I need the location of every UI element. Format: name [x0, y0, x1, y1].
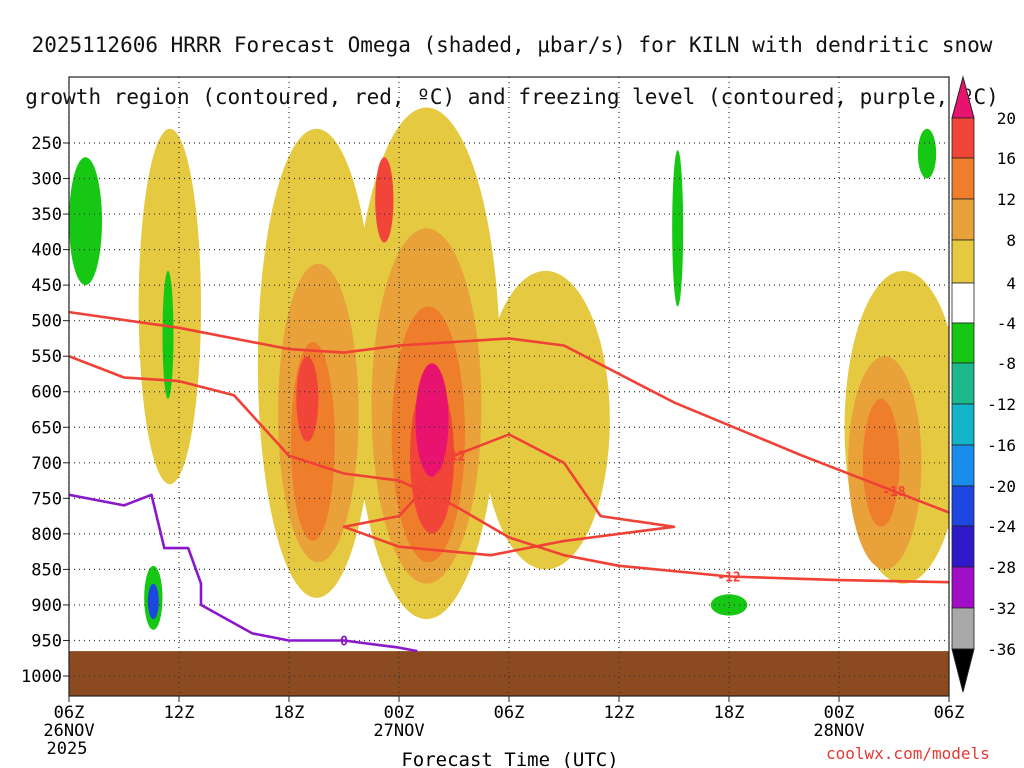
y-tick-label-700: 700	[31, 454, 62, 474]
colorbar-swatch-7	[951, 362, 975, 405]
colorbar-label-9: -20	[987, 477, 1016, 496]
y-tick-label-800: 800	[31, 525, 62, 545]
y-tick-label-400: 400	[31, 241, 62, 261]
contour-lines: -12 -12 -18 0	[69, 310, 949, 653]
colorbar-cap-bottom	[951, 648, 975, 693]
y-tick-label-300: 300	[31, 170, 62, 190]
credit-text: coolwx.com/models	[826, 744, 990, 763]
y-tick-label-850: 850	[31, 560, 62, 580]
x-tick-label-36: 18Z	[714, 703, 745, 723]
y-tick-label-1000: 1000	[21, 667, 62, 687]
y-tick-label-250: 250	[31, 134, 62, 154]
title-line-1: 2025112606 HRRR Forecast Omega (shaded, …	[31, 33, 993, 57]
y-tick-label-450: 450	[31, 276, 62, 296]
colorbar-swatch-9	[951, 444, 975, 487]
colorbar-swatch-3	[951, 198, 975, 241]
x-tick-label-18: 00Z	[384, 703, 415, 723]
colorbar-label-6: -8	[997, 354, 1016, 373]
ground-terrain	[69, 651, 949, 696]
colorbar-label-10: -24	[987, 517, 1016, 536]
colorbar-label-4: 4	[1006, 274, 1016, 293]
omega-cell-3	[481, 270, 610, 570]
y-tick-label-950: 950	[31, 631, 62, 651]
omega-cell-21	[147, 583, 159, 620]
y-tick-label-350: 350	[31, 205, 62, 225]
colorbar-swatch-10	[951, 485, 975, 527]
colorbar-label-13: -36	[987, 640, 1016, 659]
x-axis-label: Forecast Time (UTC)	[401, 749, 618, 768]
omega-cell-15	[69, 157, 102, 286]
omega-cell-17	[672, 150, 684, 307]
grid-lines	[68, 77, 950, 696]
colorbar-swatch-12	[951, 566, 975, 609]
y-tick-label-600: 600	[31, 383, 62, 403]
dgz-contour-0-label: -12	[717, 571, 740, 586]
y-tick-label-650: 650	[31, 418, 62, 438]
colorbar-label-7: -12	[987, 395, 1016, 414]
colorbar-label-5: -4	[997, 314, 1016, 333]
colorbar-swatch-13	[951, 607, 975, 650]
dgz-contour-0	[69, 354, 949, 584]
y-tick-label-750: 750	[31, 489, 62, 509]
omega-cell-14	[415, 363, 449, 478]
x-tick-label-12: 18Z	[274, 703, 305, 723]
colorbar-cap-top	[951, 75, 975, 119]
x-year-label: 2025	[47, 739, 88, 759]
x-tick-label-24: 06Z	[494, 703, 525, 723]
colorbar-label-8: -16	[987, 436, 1016, 455]
title-line-2: growth region (contoured, red, ºC) and f…	[25, 85, 999, 109]
dgz-contour-2-label: -18	[882, 485, 906, 500]
x-tick-label-48: 06Z	[934, 703, 965, 723]
colorbar-swatch-11	[951, 525, 975, 568]
colorbar-label-3: 8	[1006, 231, 1016, 250]
omega-cell-11	[296, 356, 319, 442]
y-tick-label-900: 900	[31, 596, 62, 616]
colorbar-swatch-8	[951, 403, 975, 446]
colorbar-swatch-2	[951, 157, 975, 200]
y-axis: 250 300 350 400 450 500 550 600 650 700 750 800 850 9…	[21, 134, 69, 687]
chart-title: 2025112606 HRRR Forecast Omega (shaded, …	[0, 6, 1024, 110]
colorbar: 20 16 12 8 4 -4 -8 -12 -16 -20 -24 -28 -32 -36	[951, 75, 1016, 693]
colorbar-label-11: -28	[987, 558, 1016, 577]
colorbar-label-1: 16	[997, 149, 1016, 168]
colorbar-label-2: 12	[997, 190, 1016, 209]
omega-cell-16	[162, 270, 174, 399]
x-tick-label-0: 06Z	[54, 703, 85, 723]
x-tick-label-30: 12Z	[604, 703, 635, 723]
x-date-label-0: 26NOV	[43, 721, 94, 741]
y-tick-label-500: 500	[31, 312, 62, 332]
x-tick-label-6: 12Z	[164, 703, 195, 723]
colorbar-swatch-5	[951, 282, 975, 324]
x-tick-label-42: 00Z	[824, 703, 855, 723]
dgz-contour-1	[342, 433, 676, 557]
freezing-level-contour-label: 0	[340, 634, 348, 649]
omega-cell-13	[375, 157, 394, 243]
freezing-level-contour	[69, 493, 418, 653]
omega-cell-19	[917, 128, 937, 179]
omega-shading	[69, 107, 949, 630]
colorbar-label-12: -32	[987, 599, 1016, 618]
colorbar-swatch-4	[951, 239, 975, 284]
x-date-label-18: 27NOV	[373, 721, 424, 741]
colorbar-swatch-6	[951, 322, 975, 364]
colorbar-label-0: 20	[997, 109, 1016, 128]
dgz-contour-2	[69, 310, 949, 514]
colorbar-swatch-1	[951, 117, 975, 159]
y-tick-label-550: 550	[31, 347, 62, 367]
omega-cell-10	[862, 398, 900, 527]
dgz-contour-1-label: -12	[442, 450, 465, 465]
x-date-label-42: 28NOV	[813, 721, 864, 741]
